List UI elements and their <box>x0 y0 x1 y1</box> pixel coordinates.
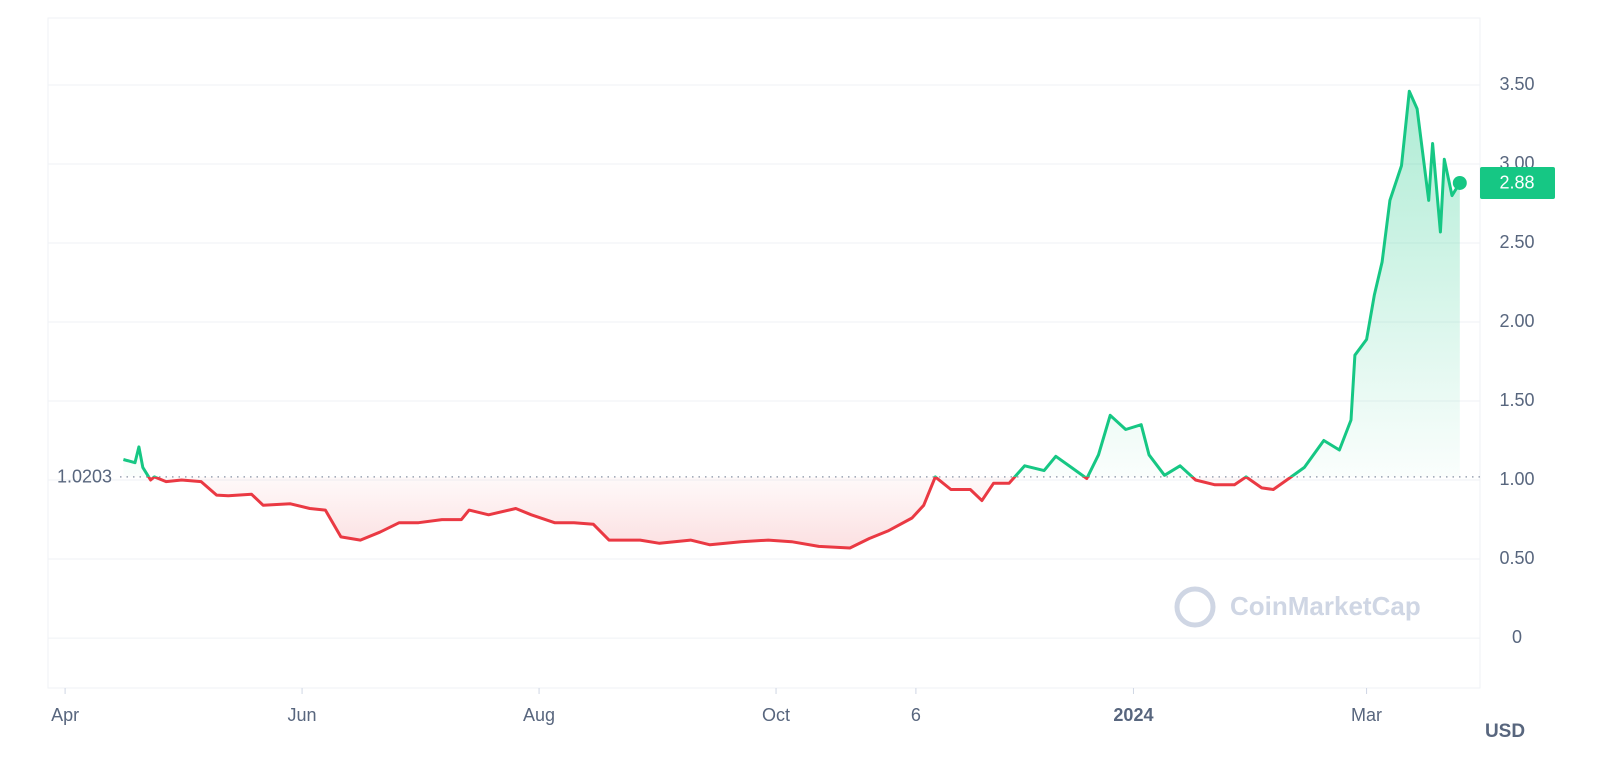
watermark: CoinMarketCap <box>1174 586 1421 628</box>
x-tick-label: Aug <box>523 705 555 725</box>
y-tick-label: 2.50 <box>1499 232 1534 252</box>
last-point <box>1452 175 1467 190</box>
x-tick-label: 6 <box>911 705 921 725</box>
price-badge-label: 2.88 <box>1499 173 1534 193</box>
y-tick-label: 0 <box>1512 627 1522 647</box>
x-tick-label: Mar <box>1351 705 1382 725</box>
plot-frame <box>47 17 1481 689</box>
x-tick-label: 2024 <box>1113 705 1153 725</box>
y-tick-label: 2.00 <box>1499 311 1534 331</box>
x-tick-label: Oct <box>762 705 790 725</box>
currency-label: USD <box>1485 721 1525 742</box>
area-down <box>148 476 1292 548</box>
y-tick-label: 3.50 <box>1499 74 1534 94</box>
baseline-label: 1.0203 <box>57 467 112 487</box>
x-tick-label: Apr <box>51 705 79 725</box>
y-tick-label: 0.50 <box>1499 548 1534 568</box>
price-badge <box>1480 166 1555 199</box>
price-line-down <box>146 476 1294 550</box>
x-tick-label: Jun <box>288 705 317 725</box>
y-tick-label: 1.50 <box>1499 390 1534 410</box>
watermark-text: CoinMarketCap <box>1230 591 1421 621</box>
price-line-up <box>123 89 1462 477</box>
y-tick-label: 1.00 <box>1499 469 1534 489</box>
